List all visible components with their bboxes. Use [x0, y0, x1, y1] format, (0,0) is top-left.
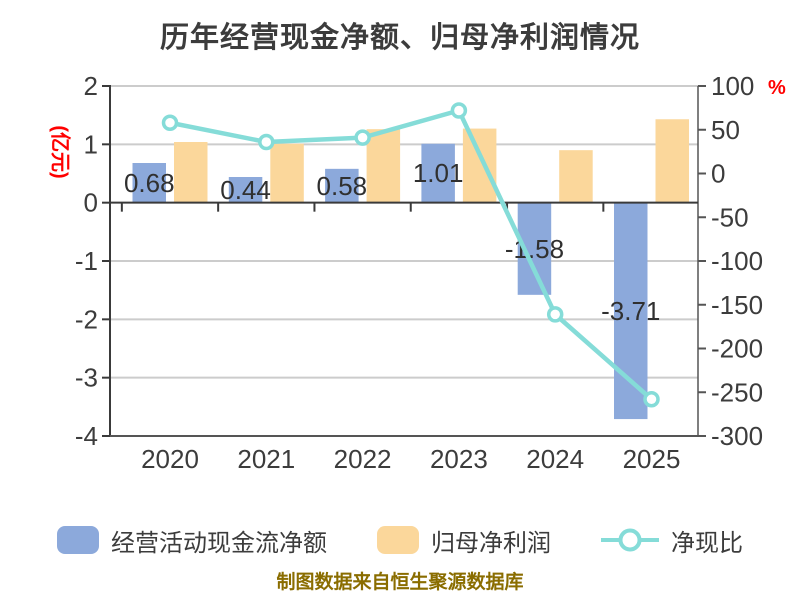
legend-item-cash-ratio[interactable]: 净现比 [601, 523, 743, 558]
bar-net-profit-2024[interactable] [559, 150, 593, 203]
x-axis-label-2023: 2023 [430, 444, 488, 474]
x-axis-label-2022: 2022 [334, 444, 392, 474]
bar-operating-cashflow-2022[interactable] [325, 168, 359, 203]
left-axis-tick-label: -1 [75, 246, 98, 276]
orange-bar-swatch-icon [377, 526, 419, 554]
left-axis-tick-label: 0 [84, 188, 98, 218]
left-axis-tick-label: -2 [75, 304, 98, 334]
legend-label-operating-cashflow: 经营活动现金流净额 [111, 529, 327, 557]
right-axis-tick-label: 100 [711, 71, 754, 101]
left-axis-tick-label: -3 [75, 363, 98, 393]
bar-value-label-2025: -3.71 [601, 296, 660, 326]
line-marker-2024[interactable] [546, 306, 564, 323]
right-axis-tick-label: -250 [711, 377, 763, 407]
bar-value-label-2022: 0.58 [317, 171, 368, 201]
bar-net-profit-2022[interactable] [366, 129, 401, 203]
bar-net-profit-2021[interactable] [270, 143, 304, 203]
blue-bar-swatch-icon [57, 526, 99, 554]
right-axis-tick-label: -200 [711, 334, 763, 364]
right-axis-unit-label: % [768, 77, 786, 99]
bar-value-label-2024: -1.58 [505, 234, 564, 264]
right-axis-tick-label: -300 [711, 421, 763, 451]
chart-title: 历年经营现金净额、归母净利润情况 [159, 22, 640, 54]
right-axis-tick-label: -50 [711, 202, 749, 232]
right-axis-tick-label: -100 [711, 246, 763, 276]
line-marker-2021[interactable] [258, 133, 275, 151]
legend: 经营活动现金流净额 归母净利润 净现比 [0, 518, 800, 562]
right-axis-tick-label: -150 [711, 290, 763, 320]
x-axis-label-2025: 2025 [623, 444, 681, 474]
line-marker-2025[interactable] [643, 391, 660, 408]
line-marker-2023[interactable] [450, 102, 468, 119]
right-axis-tick-label: 50 [711, 115, 740, 145]
bar-operating-cashflow-2020[interactable] [132, 163, 167, 203]
line-marker-2020[interactable] [161, 114, 179, 131]
left-axis-tick-label: 1 [84, 129, 98, 159]
bar-operating-cashflow-2023[interactable] [421, 143, 455, 203]
legend-item-net-profit[interactable]: 归母净利润 [377, 523, 551, 558]
left-axis-tick-label: 2 [84, 71, 98, 101]
bar-value-label-2020: 0.68 [124, 168, 175, 198]
bar-net-profit-2023[interactable] [462, 128, 497, 203]
x-axis-label-2020: 2020 [141, 444, 199, 474]
legend-label-net-profit: 归母净利润 [431, 529, 551, 557]
line-marker-swatch-icon [601, 526, 659, 554]
left-axis-tick-label: -4 [75, 421, 98, 451]
right-axis-tick-label: 0 [711, 159, 725, 189]
plot-area: 0.68 0.44 0.58 1.01 -1.58 -3.71 2 1 0 -1 -2 -3 -4 100… [75, 71, 763, 474]
data-source-caption: 制图数据来自恒生聚源数据库 [276, 572, 524, 593]
bar-net-profit-2020[interactable] [174, 142, 208, 203]
x-axis-label-2021: 2021 [237, 444, 295, 474]
bar-operating-cashflow-2021[interactable] [228, 177, 263, 203]
bar-net-profit-2025[interactable] [655, 119, 690, 203]
legend-item-operating-cashflow[interactable]: 经营活动现金流净额 [57, 523, 327, 558]
cash-ratio-line [167, 108, 654, 402]
line-marker-2022[interactable] [354, 129, 371, 146]
legend-label-cash-ratio: 净现比 [671, 529, 743, 557]
bar-value-label-2023: 1.01 [413, 158, 464, 188]
x-axis-label-2024: 2024 [526, 444, 584, 474]
bar-value-label-2021: 0.44 [220, 175, 271, 205]
